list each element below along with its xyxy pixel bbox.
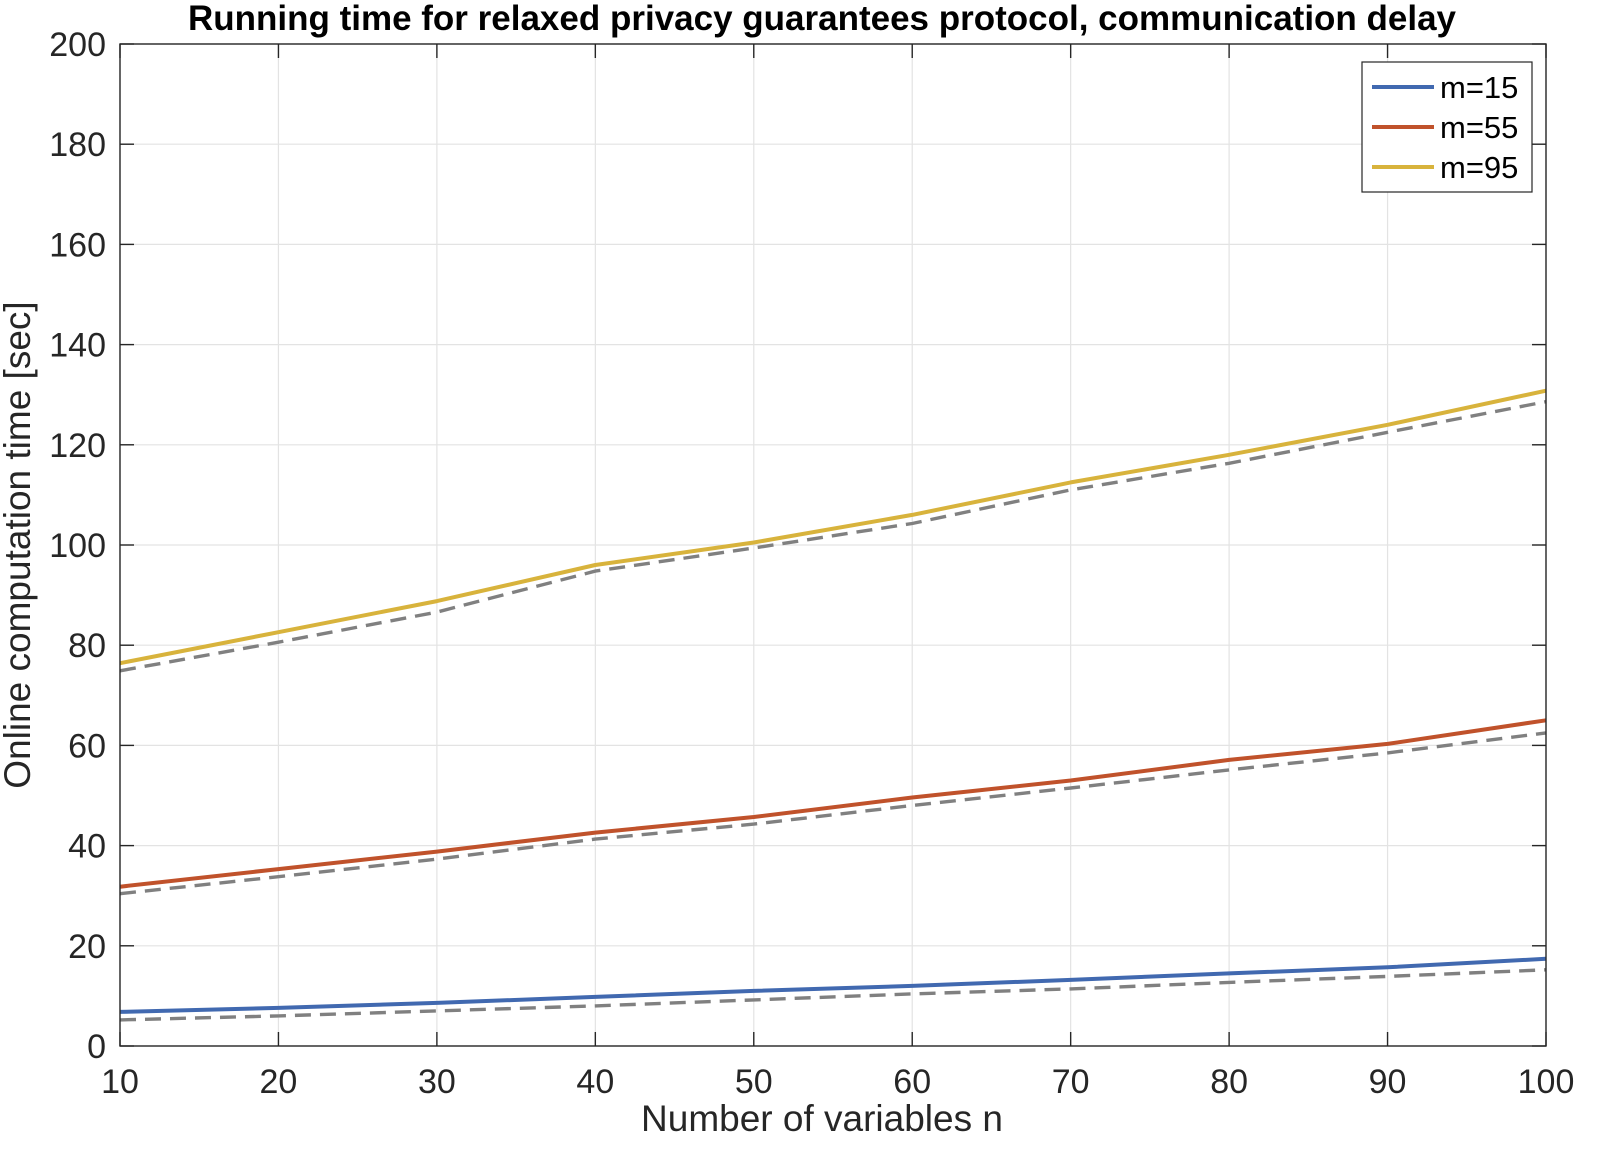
reference-line-3	[119, 400, 1547, 673]
reference-line-1	[119, 968, 1547, 1022]
y-tick-label: 20	[68, 928, 106, 966]
plot-area	[119, 43, 1547, 1047]
series-line-m=15	[119, 956, 1547, 1014]
x-tick-label: 20	[260, 1063, 298, 1101]
tick-marks	[119, 43, 1547, 1047]
y-axis-label: Online computation time [sec]	[0, 301, 38, 788]
x-tick-label: 50	[735, 1063, 773, 1101]
x-axis: 10 20 30 40 50 60 70 80 90 100	[101, 1063, 1574, 1101]
x-tick-label: 80	[1210, 1063, 1248, 1101]
legend: m=15 m=55 m=95	[1361, 61, 1533, 193]
reference-lines	[119, 400, 1547, 1022]
y-tick-label: 140	[49, 327, 106, 365]
legend-label: m=95	[1440, 150, 1518, 185]
x-tick-label: 60	[893, 1063, 931, 1101]
legend-label: m=15	[1440, 70, 1518, 105]
x-tick-label: 30	[418, 1063, 456, 1101]
legend-label: m=55	[1440, 110, 1518, 145]
series-line-m=95	[119, 388, 1547, 666]
chart-title: Running time for relaxed privacy guarant…	[188, 0, 1457, 38]
x-tick-label: 100	[1518, 1063, 1575, 1101]
y-tick-label: 160	[49, 226, 106, 264]
y-tick-label: 200	[49, 26, 106, 64]
series-line-m=55	[119, 718, 1547, 889]
x-tick-label: 70	[1052, 1063, 1090, 1101]
y-axis: 0 20 40 60 80 100 120 140 160 180 200	[49, 26, 106, 1066]
y-tick-label: 40	[68, 828, 106, 866]
y-tick-label: 80	[68, 627, 106, 665]
y-tick-label: 100	[49, 527, 106, 565]
y-tick-label: 120	[49, 427, 106, 465]
x-tick-label: 90	[1369, 1063, 1407, 1101]
x-axis-label: Number of variables n	[641, 1098, 1003, 1139]
grid-lines	[119, 43, 1547, 1047]
x-tick-label: 40	[576, 1063, 614, 1101]
reference-line-2	[119, 731, 1547, 896]
series-lines	[119, 388, 1547, 1014]
x-tick-label: 10	[101, 1063, 139, 1101]
y-tick-label: 60	[68, 727, 106, 765]
y-tick-label: 180	[49, 126, 106, 164]
y-tick-label: 0	[87, 1028, 106, 1066]
